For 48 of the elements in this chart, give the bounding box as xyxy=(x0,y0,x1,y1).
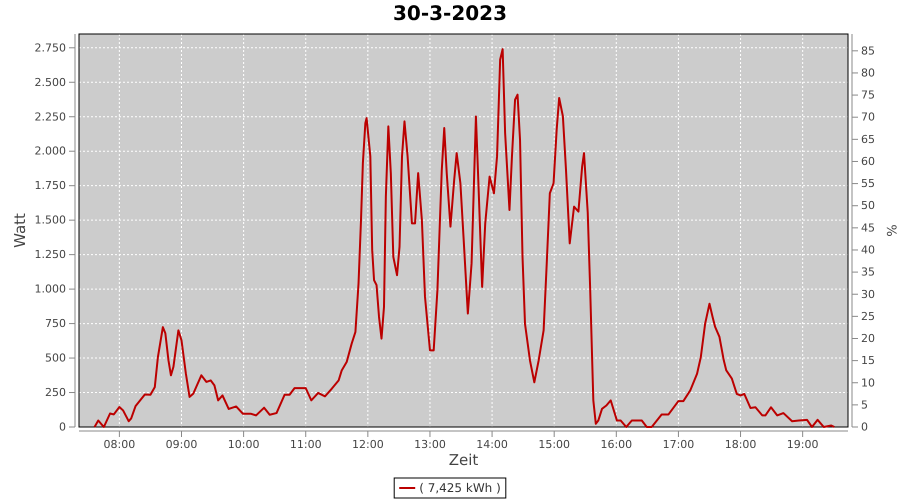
chart-title: 30-3-2023 xyxy=(392,1,508,25)
y2-tick-label: 45 xyxy=(861,221,875,234)
y-tick-label: 1.500 xyxy=(34,214,66,227)
y2-tick-label: 80 xyxy=(861,66,875,80)
x-tick-label: 19:00 xyxy=(786,438,819,451)
y2-tick-label: 55 xyxy=(861,177,875,190)
y2-tick-label: 25 xyxy=(861,310,875,323)
line-series xyxy=(94,48,836,428)
y-tick-label: 0 xyxy=(59,420,66,434)
y-axis-title: Watt xyxy=(11,212,29,248)
y2-tick-label: 60 xyxy=(861,154,875,168)
y2-tick-label: 75 xyxy=(861,88,875,102)
y-tick-label: 2.000 xyxy=(34,144,66,158)
y2-tick-label: 85 xyxy=(861,44,875,58)
y2-tick-label: 40 xyxy=(861,243,875,256)
y-tick-label: 2.250 xyxy=(34,110,66,124)
y-tick-label: 2.750 xyxy=(34,41,66,54)
x-tick-label: 18:00 xyxy=(724,438,756,451)
y2-tick-label: 5 xyxy=(861,398,868,412)
y-tick-label: 1.250 xyxy=(34,248,66,262)
x-tick-label: 10:00 xyxy=(228,438,260,451)
x-tick-label: 12:00 xyxy=(352,438,384,451)
y2-tick-label: 70 xyxy=(861,110,875,124)
y2-tick-label: 35 xyxy=(861,266,875,279)
y-tick-label: 2.500 xyxy=(34,76,66,89)
x-tick-label: 16:00 xyxy=(600,438,632,451)
x-tick-label: 17:00 xyxy=(662,438,694,451)
y-tick-label: 1.750 xyxy=(34,179,66,192)
legend-label: ( 7,425 kWh ) xyxy=(419,481,501,495)
x-tick-label: 14:00 xyxy=(476,438,508,451)
y2-tick-label: 65 xyxy=(861,132,875,146)
y-tick-label: 750 xyxy=(45,317,66,330)
y2-tick-label: 15 xyxy=(861,354,875,368)
x-tick-label: 15:00 xyxy=(538,438,570,451)
x-tick-label: 13:00 xyxy=(414,438,446,451)
x-tick-label: 09:00 xyxy=(166,438,198,451)
x-axis-title: Zeit xyxy=(448,451,478,469)
x-tick-label: 11:00 xyxy=(290,438,322,451)
y-tick-label: 250 xyxy=(45,386,66,400)
y2-tick-label: 0 xyxy=(861,420,868,434)
y2-tick-label: 20 xyxy=(861,332,875,346)
y-tick-label: 500 xyxy=(45,352,66,365)
y2-tick-label: 50 xyxy=(861,199,875,212)
y2-tick-label: 10 xyxy=(861,376,875,390)
y-tick-label: 1.000 xyxy=(34,282,66,296)
x-tick-label: 08:00 xyxy=(104,438,136,451)
y2-axis-title: % xyxy=(883,224,898,237)
y2-tick-label: 30 xyxy=(861,288,875,301)
